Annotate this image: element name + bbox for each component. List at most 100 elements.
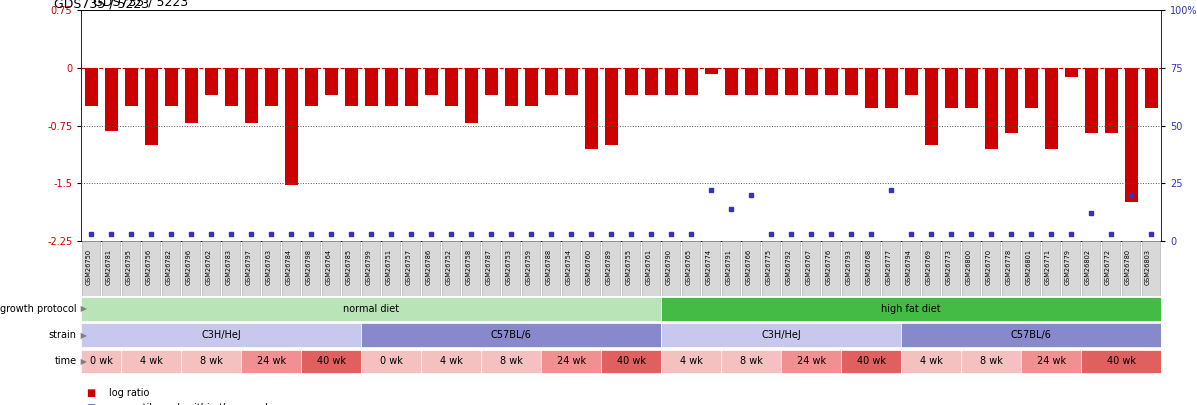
Text: GSM26773: GSM26773: [946, 249, 952, 285]
Text: GSM26777: GSM26777: [885, 249, 891, 285]
Text: GSM26795: GSM26795: [126, 249, 132, 285]
Text: GSM26763: GSM26763: [266, 249, 272, 285]
Bar: [121, 350, 182, 373]
Bar: [682, 241, 700, 296]
Bar: [625, 68, 638, 95]
Bar: [1022, 241, 1040, 296]
Bar: [643, 241, 661, 296]
Bar: [503, 241, 521, 296]
Bar: [165, 68, 178, 107]
Text: ■: ■: [87, 403, 99, 405]
Text: GSM26753: GSM26753: [505, 249, 511, 285]
Bar: [882, 241, 900, 296]
Bar: [685, 68, 698, 95]
Bar: [622, 241, 640, 296]
Bar: [464, 68, 478, 123]
Text: 8 wk: 8 wk: [200, 356, 223, 367]
Bar: [242, 350, 302, 373]
Bar: [202, 241, 220, 296]
Bar: [1144, 68, 1157, 108]
Text: GSM26769: GSM26769: [925, 249, 931, 285]
Bar: [802, 241, 820, 296]
Bar: [382, 241, 400, 296]
Bar: [524, 68, 537, 107]
Bar: [402, 241, 420, 296]
Bar: [722, 350, 782, 373]
Text: GSM26754: GSM26754: [565, 249, 571, 285]
Bar: [443, 241, 461, 296]
Text: 24 wk: 24 wk: [557, 356, 585, 367]
Bar: [822, 241, 840, 296]
Bar: [585, 68, 597, 149]
Text: GSM26752: GSM26752: [445, 249, 451, 285]
Bar: [282, 241, 300, 296]
Text: percentile rank within the sample: percentile rank within the sample: [109, 403, 274, 405]
Bar: [1064, 68, 1077, 77]
Text: GSM26800: GSM26800: [965, 249, 971, 285]
Bar: [602, 241, 620, 296]
Text: 4 wk: 4 wk: [680, 356, 703, 367]
Text: GSM26764: GSM26764: [326, 249, 332, 285]
Bar: [965, 68, 978, 108]
Bar: [365, 68, 378, 107]
Text: GSM26801: GSM26801: [1025, 249, 1031, 285]
Bar: [924, 68, 937, 145]
Text: GSM26757: GSM26757: [406, 249, 412, 285]
Text: normal diet: normal diet: [344, 304, 400, 314]
Text: GDS735 / 5223: GDS735 / 5223: [93, 0, 188, 8]
Bar: [223, 241, 241, 296]
Text: log ratio: log ratio: [109, 388, 150, 398]
Bar: [1062, 241, 1080, 296]
Text: C3H/HeJ: C3H/HeJ: [761, 330, 801, 340]
Bar: [662, 241, 680, 296]
Bar: [901, 323, 1161, 347]
Text: GSM26783: GSM26783: [225, 249, 231, 285]
Text: GDS735 / 5223: GDS735 / 5223: [54, 0, 150, 10]
Text: GSM26786: GSM26786: [425, 249, 431, 285]
Bar: [782, 350, 841, 373]
Text: GSM26756: GSM26756: [145, 249, 151, 285]
Text: time: time: [55, 356, 77, 367]
Bar: [305, 68, 318, 107]
Text: 40 wk: 40 wk: [317, 356, 346, 367]
Text: GSM26770: GSM26770: [985, 249, 991, 285]
Bar: [843, 241, 861, 296]
Bar: [1004, 68, 1017, 133]
Bar: [145, 68, 158, 145]
Text: GSM26790: GSM26790: [666, 249, 672, 285]
Text: 0 wk: 0 wk: [379, 356, 402, 367]
Bar: [285, 68, 298, 185]
Bar: [425, 68, 438, 95]
Bar: [845, 68, 858, 95]
Bar: [724, 68, 737, 95]
Bar: [322, 241, 340, 296]
Bar: [661, 323, 901, 347]
Bar: [664, 68, 678, 95]
Text: GSM26768: GSM26768: [865, 249, 871, 285]
Bar: [1081, 350, 1161, 373]
Text: GSM26799: GSM26799: [365, 249, 371, 285]
Bar: [303, 241, 321, 296]
Text: C57BL/6: C57BL/6: [1010, 330, 1051, 340]
Bar: [245, 68, 257, 123]
Text: C3H/HeJ: C3H/HeJ: [201, 330, 242, 340]
Bar: [541, 350, 601, 373]
Bar: [423, 241, 440, 296]
Bar: [901, 350, 961, 373]
Bar: [961, 350, 1021, 373]
Bar: [785, 68, 797, 95]
Bar: [462, 241, 480, 296]
Text: GSM26792: GSM26792: [785, 249, 791, 285]
Bar: [505, 68, 518, 107]
Text: GSM26771: GSM26771: [1045, 249, 1051, 285]
Bar: [1045, 68, 1058, 149]
Bar: [342, 241, 360, 296]
Bar: [363, 241, 381, 296]
Bar: [762, 241, 780, 296]
Bar: [661, 350, 722, 373]
Bar: [1021, 350, 1081, 373]
Bar: [1105, 68, 1118, 133]
Bar: [345, 68, 358, 107]
Bar: [445, 68, 457, 107]
Text: GSM26758: GSM26758: [466, 249, 472, 285]
